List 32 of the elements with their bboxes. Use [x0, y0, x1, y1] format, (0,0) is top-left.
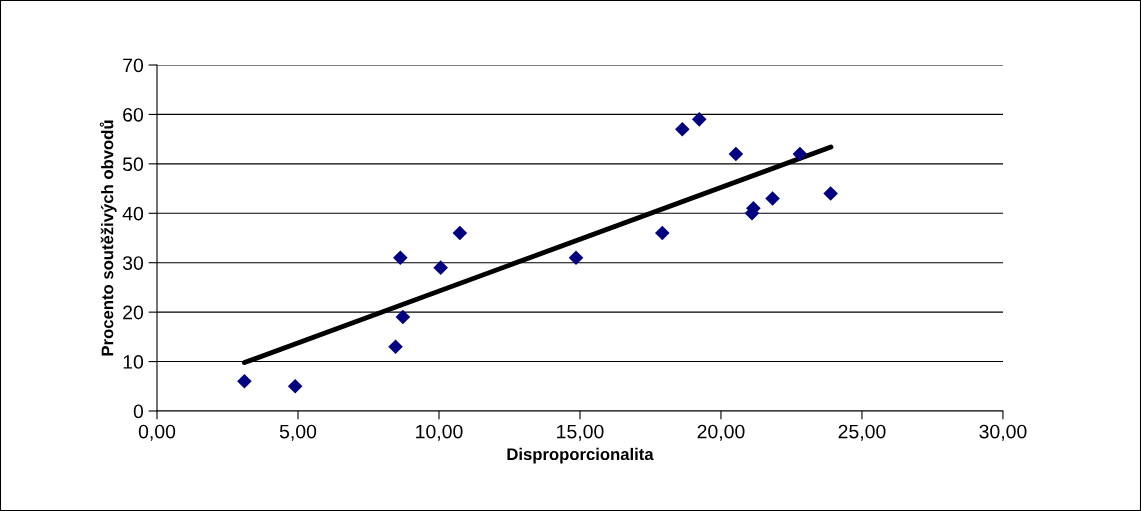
x-tick-label: 25,00: [838, 424, 886, 441]
x-tick-label: 10,00: [416, 424, 463, 441]
y-tick-label: 10: [123, 355, 144, 369]
y-tick-label: 30: [122, 256, 144, 270]
point: [568, 250, 584, 266]
point: [237, 374, 252, 389]
y-tick-label: 70: [123, 58, 144, 73]
x-tick-label: 0,00: [138, 424, 176, 441]
x-tick-label: 20,00: [697, 424, 745, 441]
x-tick-label: 15,00: [557, 424, 604, 441]
point: [287, 379, 303, 394]
y-axis-title: Procento soutěživých obvodů: [99, 120, 117, 356]
y-tick-label: 20: [123, 305, 144, 320]
x-axis-title: Disproporcionalita: [507, 447, 654, 464]
y-tick-label: 60: [123, 107, 144, 122]
point: [691, 112, 707, 127]
point: [433, 260, 448, 275]
point: [393, 250, 408, 266]
point: [823, 186, 838, 201]
point: [728, 146, 744, 162]
point: [395, 309, 411, 325]
y-tick-label: 50: [122, 157, 144, 172]
point: [452, 225, 468, 241]
y-tick-label: 0: [133, 404, 144, 419]
point: [655, 225, 670, 241]
point: [792, 146, 808, 162]
x-tick-label: 5,00: [279, 424, 317, 441]
point: [388, 339, 403, 355]
x-tick-label: 30,00: [979, 424, 1027, 441]
y-tick-label: 40: [122, 206, 144, 221]
point: [765, 191, 780, 206]
point: [675, 121, 690, 137]
